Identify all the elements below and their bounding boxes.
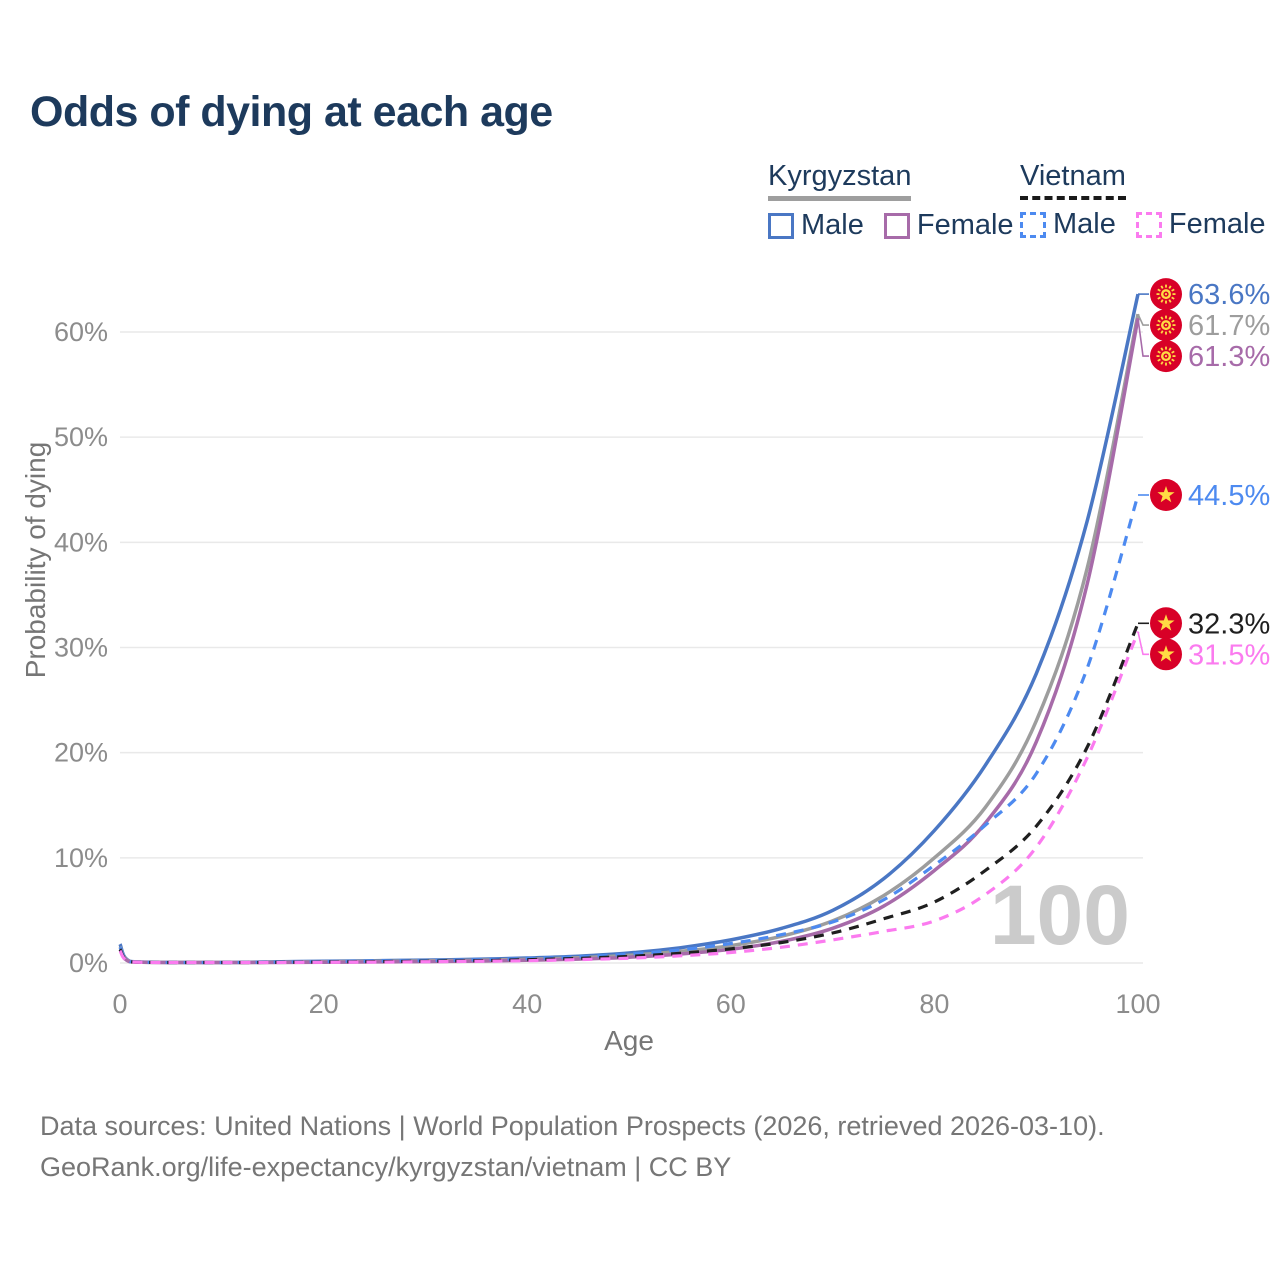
label-connector-vietnam-female <box>1137 631 1149 656</box>
star <box>1157 614 1175 631</box>
x-tick-label: 0 <box>112 989 127 1019</box>
sun-ray <box>1168 285 1172 289</box>
sun-ray <box>1157 358 1161 362</box>
end-label-vietnam-male: 44.5% <box>1188 480 1270 512</box>
legend-label-vietnam-male[interactable]: Male <box>1053 208 1116 240</box>
legend-label-kyrgyzstan-female[interactable]: Female <box>916 209 1014 241</box>
flag-kyrgyzstan-male <box>1150 278 1182 311</box>
sun-ray <box>1171 319 1175 323</box>
y-tick-label: 40% <box>54 527 108 557</box>
line-kyrgyzstan-male <box>118 293 1140 965</box>
sun-ray <box>1160 285 1164 289</box>
sun-ray <box>1168 299 1172 303</box>
sun-ray <box>1168 347 1172 351</box>
end-labels: 63.6%61.7%61.3% 44.5% 32.3%31.5% <box>1137 278 1270 671</box>
sun-ray <box>1171 350 1175 354</box>
legend-checkbox-kyrgyzstan-female[interactable] <box>883 212 910 239</box>
age-counter-watermark: 100 <box>990 868 1130 962</box>
sun-dot <box>1164 293 1168 296</box>
end-label-kyrgyzstan-female: 61.3% <box>1188 341 1270 373</box>
series-lines <box>118 293 1140 965</box>
axes: 0% 10% 20% 30% 40% 50% 60% 0 20 40 60 80 100 Age Proba… <box>20 317 1161 1056</box>
sun-ray <box>1168 361 1172 365</box>
footer: Data sources: United Nations | World Pop… <box>40 1106 1105 1188</box>
x-tick-label: 60 <box>716 989 746 1019</box>
flag-vietnam-female <box>1150 638 1182 671</box>
sun-ray <box>1160 299 1164 303</box>
y-tick-label: 60% <box>54 317 108 347</box>
legend-label-kyrgyzstan-male[interactable]: Male <box>801 209 864 241</box>
y-tick-label: 20% <box>54 738 108 768</box>
y-axis-title: Probability of dying <box>20 442 51 679</box>
sun-ray <box>1171 358 1175 362</box>
x-tick-label: 40 <box>512 989 542 1019</box>
sun-ray <box>1157 296 1161 300</box>
sun-ray <box>1157 327 1161 331</box>
label-connector-kyrgyzstan-female <box>1137 318 1149 357</box>
x-tick-label: 80 <box>919 989 949 1019</box>
y-tick-label: 50% <box>54 422 108 452</box>
y-tick-label: 10% <box>54 843 108 873</box>
sun-ray <box>1157 288 1161 292</box>
end-label-vietnam-both: 32.3% <box>1188 608 1270 640</box>
sun-ray <box>1157 319 1161 323</box>
x-tick-label: 100 <box>1115 989 1160 1019</box>
sun-ray <box>1160 347 1164 351</box>
sun-ray <box>1168 316 1172 320</box>
flag-vietnam-male <box>1150 479 1182 511</box>
legend-country-vietnam: Vietnam <box>1020 160 1126 200</box>
y-tick-label: 0% <box>69 948 108 978</box>
sun-ray <box>1157 350 1161 354</box>
line-vietnam-both <box>118 622 1140 965</box>
line-kyrgyzstan-both <box>118 313 1140 965</box>
sun-ray <box>1160 361 1164 365</box>
line-kyrgyzstan-female <box>118 317 1140 965</box>
legend-checkbox-kyrgyzstan-male[interactable] <box>768 212 794 239</box>
sun-ray <box>1160 316 1164 320</box>
legend-label-vietnam-female[interactable]: Female <box>1168 208 1266 240</box>
x-axis-title: Age <box>604 1025 654 1056</box>
line-vietnam-male <box>118 494 1140 965</box>
legend-group-vietnam: Vietnam Male Female <box>1020 160 1280 241</box>
sun-dot <box>1164 324 1168 327</box>
sun-dot <box>1164 355 1168 358</box>
x-tick-label: 20 <box>309 989 339 1019</box>
legend-checkbox-vietnam-male[interactable] <box>1020 211 1046 238</box>
star <box>1157 486 1175 503</box>
star <box>1157 645 1175 662</box>
line-vietnam-female <box>118 631 1140 965</box>
sun-ray <box>1168 330 1172 334</box>
sun-ray <box>1171 288 1175 292</box>
end-label-kyrgyzstan-both: 61.7% <box>1188 310 1270 342</box>
label-connector-kyrgyzstan-both <box>1137 313 1149 326</box>
sun-ray <box>1171 327 1175 331</box>
end-label-vietnam-female: 31.5% <box>1188 639 1270 671</box>
sun-ray <box>1160 330 1164 334</box>
footer-attribution: GeoRank.org/life-expectancy/kyrgyzstan/v… <box>40 1152 732 1182</box>
footer-data-sources: Data sources: United Nations | World Pop… <box>40 1111 1105 1141</box>
legend-group-kyrgyzstan: Kyrgyzstan Male Female <box>768 160 1034 242</box>
page-title: Odds of dying at each age <box>30 88 553 136</box>
legend-country-kyrgyzstan: Kyrgyzstan <box>768 160 912 201</box>
sun-ray <box>1171 296 1175 300</box>
legend-checkbox-vietnam-female[interactable] <box>1135 211 1162 238</box>
y-tick-label: 30% <box>54 632 108 662</box>
legend: Kyrgyzstan Male Female Vietnam Male Fema… <box>0 160 1280 250</box>
flag-vietnam-both <box>1150 607 1182 640</box>
flag-kyrgyzstan-female <box>1150 340 1182 373</box>
flag-kyrgyzstan-both <box>1150 309 1182 342</box>
end-label-kyrgyzstan-male: 63.6% <box>1188 279 1270 311</box>
